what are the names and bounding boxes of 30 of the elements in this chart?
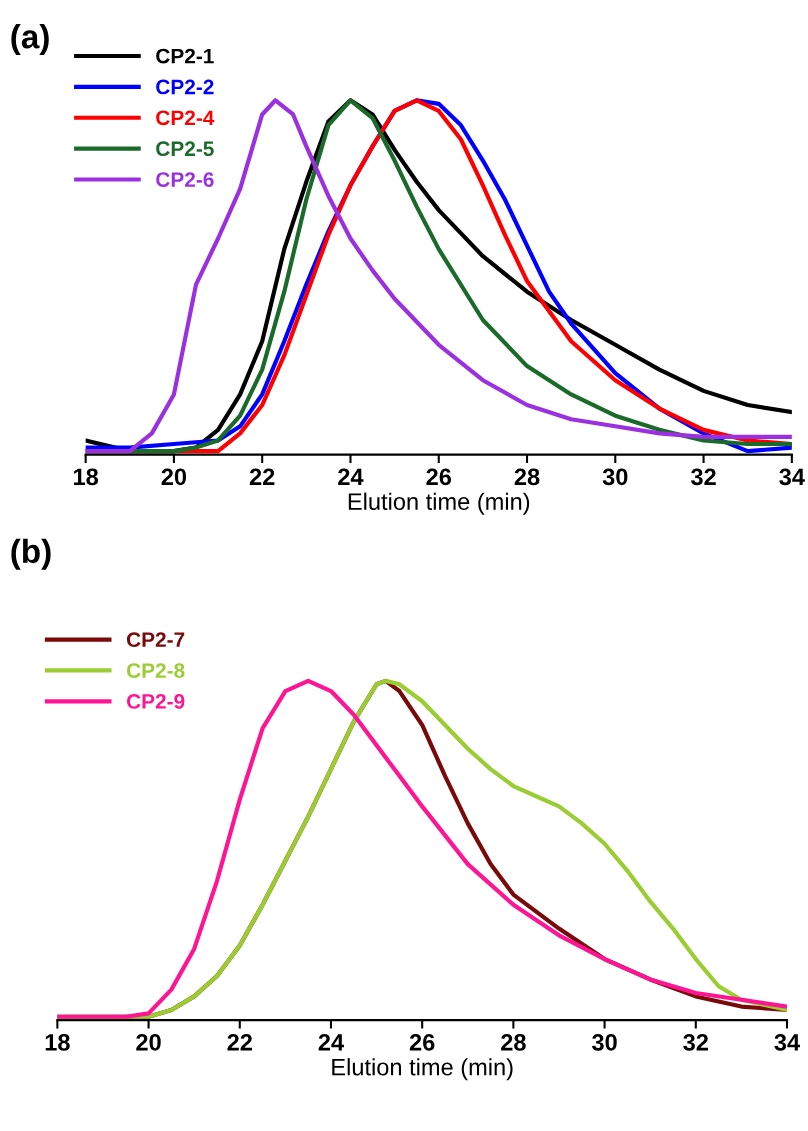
x-tick-label: 30 — [592, 1033, 617, 1051]
legend-label: CP2-5 — [156, 141, 214, 157]
x-tick-label: 20 — [136, 1033, 161, 1051]
x-axis-title: Elution time (min) — [332, 1058, 513, 1081]
x-tick-label: 24 — [338, 468, 364, 485]
legend-label: CP2-6 — [156, 172, 214, 187]
x-tick-label: 32 — [683, 1033, 708, 1051]
x-axis-title: Elution time (min) — [348, 492, 530, 515]
x-tick-label: 18 — [74, 468, 99, 486]
legend-label: CP2-2 — [156, 79, 214, 95]
legend-label: CP2-8 — [126, 663, 185, 678]
x-tick-label: 20 — [161, 468, 187, 486]
chart-title: (b) — [11, 538, 51, 570]
x-tick-label: 32 — [690, 468, 716, 486]
legend-label: CP2-4 — [156, 110, 215, 126]
x-tick-label: 26 — [426, 468, 452, 486]
x-tick-label: 30 — [602, 468, 628, 486]
x-tick-label: 28 — [501, 1033, 526, 1051]
x-tick-label: 34 — [779, 468, 805, 486]
x-tick-label: 26 — [409, 1033, 435, 1051]
legend-label: CP2-9 — [126, 694, 185, 709]
chart-title: (a) — [11, 24, 49, 56]
x-tick-label: 28 — [514, 468, 540, 486]
legend-label: CP2-1 — [156, 48, 214, 64]
x-tick-label: 34 — [774, 1033, 800, 1051]
x-tick-label: 22 — [249, 468, 275, 485]
x-tick-label: 24 — [318, 1033, 344, 1051]
legend-label: CP2-7 — [126, 632, 185, 648]
x-tick-label: 22 — [227, 1033, 252, 1051]
x-tick-label: 18 — [45, 1033, 70, 1051]
